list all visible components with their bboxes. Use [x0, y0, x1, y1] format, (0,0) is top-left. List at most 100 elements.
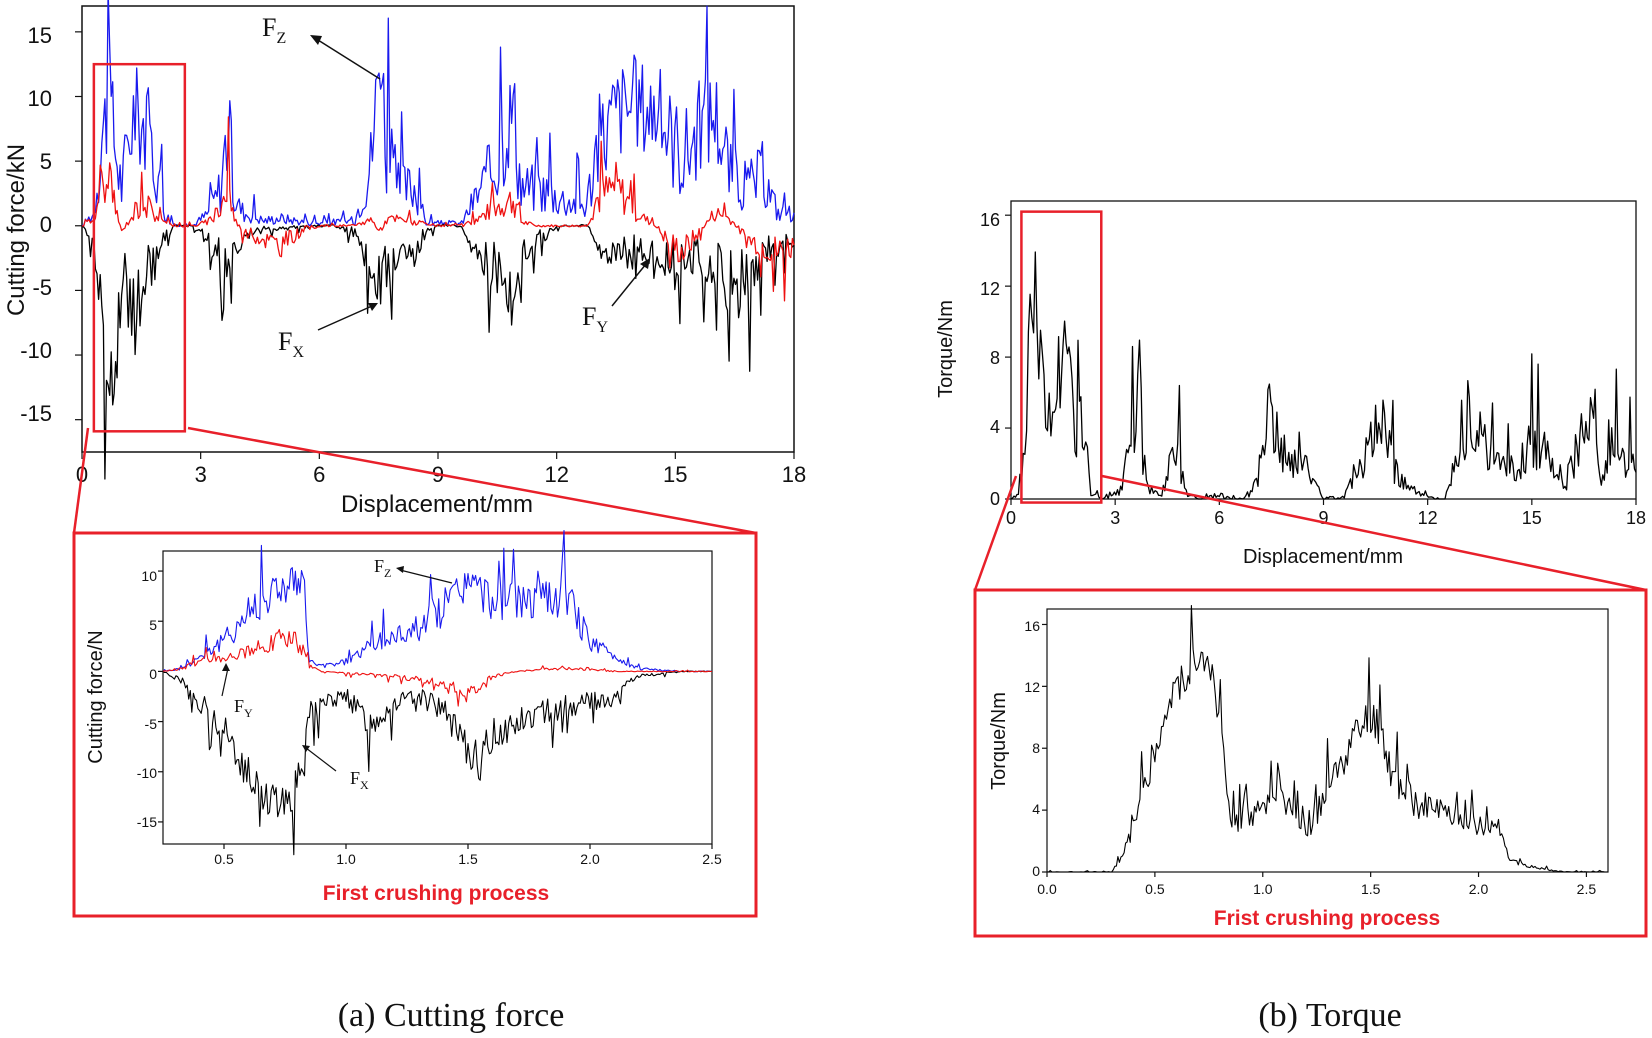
caption-b: (b) Torque: [1258, 997, 1401, 1034]
force-main-ytick-label: 5: [40, 149, 52, 174]
torque-inset-xlabel: Frist crushing process: [1214, 907, 1440, 930]
force-main-ticks-group: [75, 31, 795, 459]
torque-inset-ylabel: Torque/Nm: [988, 692, 1010, 790]
torque-main-ytick-label: 12: [980, 279, 1000, 299]
torque-main-xtick-label: 0: [1006, 508, 1016, 528]
inset-fz-arrowhead: [396, 566, 404, 573]
force-main-ytick-label: -5: [32, 275, 52, 300]
torque-main-series-group: [1010, 251, 1637, 500]
torque-inset-plot-frame: [1046, 608, 1609, 873]
torque-inset-xtick-label: 0.5: [1145, 881, 1165, 897]
fy-arrowhead: [640, 258, 650, 269]
inset-fx-annotation: FX: [350, 768, 369, 792]
force-main-series-fx: [81, 223, 795, 480]
torque-inset-chart: 16 12 8 4 0 0.0 0.5 1.0 1.5 2.0 2.5 Torq…: [988, 604, 1609, 930]
inset-fx-arrow-line: [305, 747, 337, 772]
torque-inset-xtick-label: 2.0: [1469, 881, 1489, 897]
torque-main-highlight-box: [1020, 210, 1103, 504]
force-main-xtick-label: 15: [663, 462, 687, 487]
torque-inset-ytick-label: 16: [1024, 618, 1040, 634]
torque-main-ticks-group: [1005, 214, 1637, 505]
torque-inset-ytick-label: 4: [1032, 801, 1040, 817]
force-main-ytick-label: -10: [20, 338, 52, 363]
torque-inset-xtick-label: 1.5: [1361, 881, 1381, 897]
torque-main-ytick-label: 16: [980, 210, 1000, 230]
force-main-ytick-label: 10: [28, 86, 52, 111]
torque-inset-ticks-group: [1042, 623, 1588, 877]
inset-fz-annotation: FZ: [374, 556, 391, 580]
force-inset-ytick-label: 0: [149, 666, 157, 682]
force-inset-ytick-label: 5: [149, 617, 157, 633]
force-main-xtick-label: 12: [544, 462, 568, 487]
force-inset-frame: [72, 531, 758, 918]
torque-main-xlabel: Displacement/mm: [1243, 546, 1403, 568]
torque-inset-xtick-label: 1.0: [1253, 881, 1273, 897]
fz-arrow-line: [317, 39, 381, 80]
inset-fy-annotation: FY: [234, 696, 253, 720]
force-inset-xtick-label: 2.5: [702, 851, 722, 867]
caption-a: (a) Cutting force: [338, 997, 565, 1034]
force-main-xtick-label: 3: [195, 462, 207, 487]
torque-main-series-torque: [1010, 251, 1637, 500]
force-inset-series-fx: [162, 670, 712, 856]
torque-inset-ytick-label: 12: [1024, 679, 1040, 695]
force-inset-ytick-label: 10: [141, 568, 157, 584]
torque-main-chart: 16 12 8 4 0 0 3 6 9 12 15 18 Displacemen…: [935, 200, 1646, 568]
force-main-ytick-label: -15: [20, 401, 52, 426]
force-inset-chart: 10 5 0 -5 -10 -15 0.5 1.0 1.5 2.0 2.5 Cu…: [85, 529, 722, 905]
torque-zoom-connector-right: [1101, 474, 1647, 592]
force-main-xlabel: Displacement/mm: [341, 491, 533, 518]
torque-inset-xtick-label: 2.5: [1577, 881, 1597, 897]
force-inset-xtick-label: 1.5: [458, 851, 478, 867]
torque-main-ytick-label: 8: [990, 348, 1000, 368]
force-inset-ticks-group: [158, 570, 713, 849]
torque-main-xtick-label: 18: [1626, 508, 1646, 528]
force-inset-ytick-label: -5: [145, 716, 158, 732]
inset-fy-arrow-line: [221, 667, 229, 697]
force-main-ytick-label: 0: [40, 212, 52, 237]
fx-arrow-line: [317, 305, 373, 331]
force-inset-xtick-label: 2.0: [580, 851, 600, 867]
force-inset-series-fy: [162, 628, 713, 707]
force-inset-xtick-label: 0.5: [214, 851, 234, 867]
torque-main-xtick-label: 9: [1318, 508, 1328, 528]
force-main-ylabel: Cutting force/kN: [3, 144, 30, 316]
force-main-series-fz: [81, 0, 795, 228]
force-main-ytick-label: 15: [28, 23, 52, 48]
force-main-chart: 15 10 5 0 -5 -10 -15 0 3 6 9 12 15 18 Di…: [3, 0, 806, 518]
force-inset-ylabel: Cutting force/N: [85, 630, 107, 763]
inset-fx-arrowhead: [302, 745, 310, 752]
torque-main-ytick-label: 4: [990, 417, 1000, 437]
force-inset-series-group: [162, 529, 713, 856]
fz-arrowhead: [310, 35, 322, 45]
force-inset-series-fz: [162, 529, 713, 673]
force-inset-xlabel: First crushing process: [323, 882, 549, 905]
force-inset-ytick-label: -10: [137, 765, 157, 781]
torque-main-xtick-label: 15: [1522, 508, 1542, 528]
force-main-series-group: [81, 0, 795, 480]
fx-arrowhead: [368, 303, 378, 311]
torque-main-ytick-label: 0: [990, 489, 1000, 509]
fy-arrow-line: [611, 263, 647, 307]
force-inset-plot-frame: [162, 550, 713, 845]
torque-main-xtick-label: 3: [1110, 508, 1120, 528]
fz-annotation: FZ: [262, 13, 286, 47]
fy-annotation: FY: [582, 302, 608, 336]
force-main-highlight-box: [92, 62, 187, 433]
torque-inset-series-group: [1046, 604, 1608, 873]
inset-fy-arrowhead: [222, 663, 230, 671]
force-main-plot-frame: [81, 5, 795, 453]
torque-main-xtick-label: 12: [1418, 508, 1438, 528]
force-main-series-fy: [82, 116, 795, 302]
torque-main-ylabel: Torque/Nm: [935, 300, 957, 398]
torque-inset-ytick-label: 0: [1032, 863, 1040, 879]
inset-fz-arrow-line: [399, 569, 453, 584]
torque-main-xtick-label: 6: [1214, 508, 1224, 528]
force-inset-ytick-label: -15: [137, 814, 157, 830]
torque-inset-series-torque: [1046, 604, 1608, 873]
torque-inset-frame: [973, 588, 1648, 938]
torque-inset-xtick-label: 0.0: [1037, 881, 1057, 897]
force-main-xtick-label: 6: [313, 462, 325, 487]
force-inset-xtick-label: 1.0: [336, 851, 356, 867]
